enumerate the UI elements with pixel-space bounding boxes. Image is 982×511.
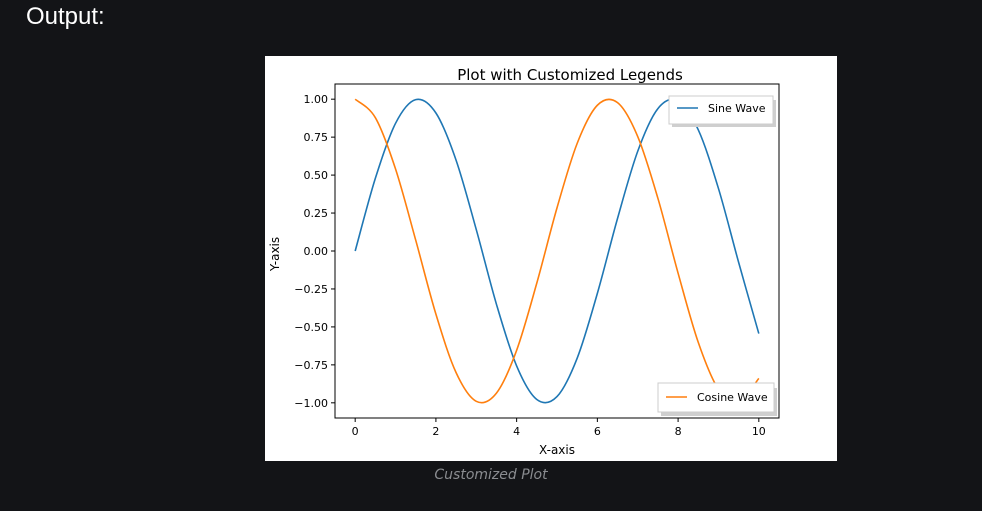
y-axis-label: Y-axis xyxy=(268,237,282,272)
chart-svg: Plot with Customized Legends 0 2 4 6 8 10 1.00… xyxy=(268,66,780,457)
axes-frame xyxy=(334,83,780,419)
chart-title: Plot with Customized Legends xyxy=(457,66,683,84)
figure-caption: Customized Plot xyxy=(434,467,548,483)
series-line-sine xyxy=(354,98,760,404)
y-tick-label: 0.75 xyxy=(304,131,329,144)
plot-layer xyxy=(354,98,760,404)
y-tick-label: −0.25 xyxy=(294,283,328,296)
y-tick-label: 0.50 xyxy=(304,169,329,182)
y-tick-label: 0.25 xyxy=(304,207,329,220)
y-tick-label: 1.00 xyxy=(304,93,329,106)
x-tick-label: 4 xyxy=(513,425,520,438)
chart-figure: Plot with Customized Legends 0 2 4 6 8 10 1.00… xyxy=(265,56,837,461)
y-tick-label: −1.00 xyxy=(294,397,328,410)
x-tick-label: 10 xyxy=(752,425,766,438)
x-tick-label: 2 xyxy=(432,425,439,438)
y-tick-label: −0.75 xyxy=(294,359,328,372)
x-tick-label: 0 xyxy=(352,425,359,438)
legend-cosine-label: Cosine Wave xyxy=(697,391,768,404)
y-tick-label: −0.50 xyxy=(294,321,328,334)
legend-cosine: Cosine Wave xyxy=(657,382,777,416)
y-tick-label: 0.00 xyxy=(304,245,329,258)
ticks-layer: 0 2 4 6 8 10 1.00 0.75 0.50 0.25 0.00 −0.25 −0.50 −0.… xyxy=(294,93,766,438)
x-tick-label: 6 xyxy=(594,425,601,438)
legend-sine-box xyxy=(668,95,774,125)
output-heading: Output: xyxy=(26,3,105,30)
x-tick-label: 8 xyxy=(675,425,682,438)
legend-sine: Sine Wave xyxy=(668,95,776,127)
legend-sine-label: Sine Wave xyxy=(708,102,766,115)
series-line-cosine xyxy=(354,98,760,404)
x-axis-label: X-axis xyxy=(539,443,575,457)
